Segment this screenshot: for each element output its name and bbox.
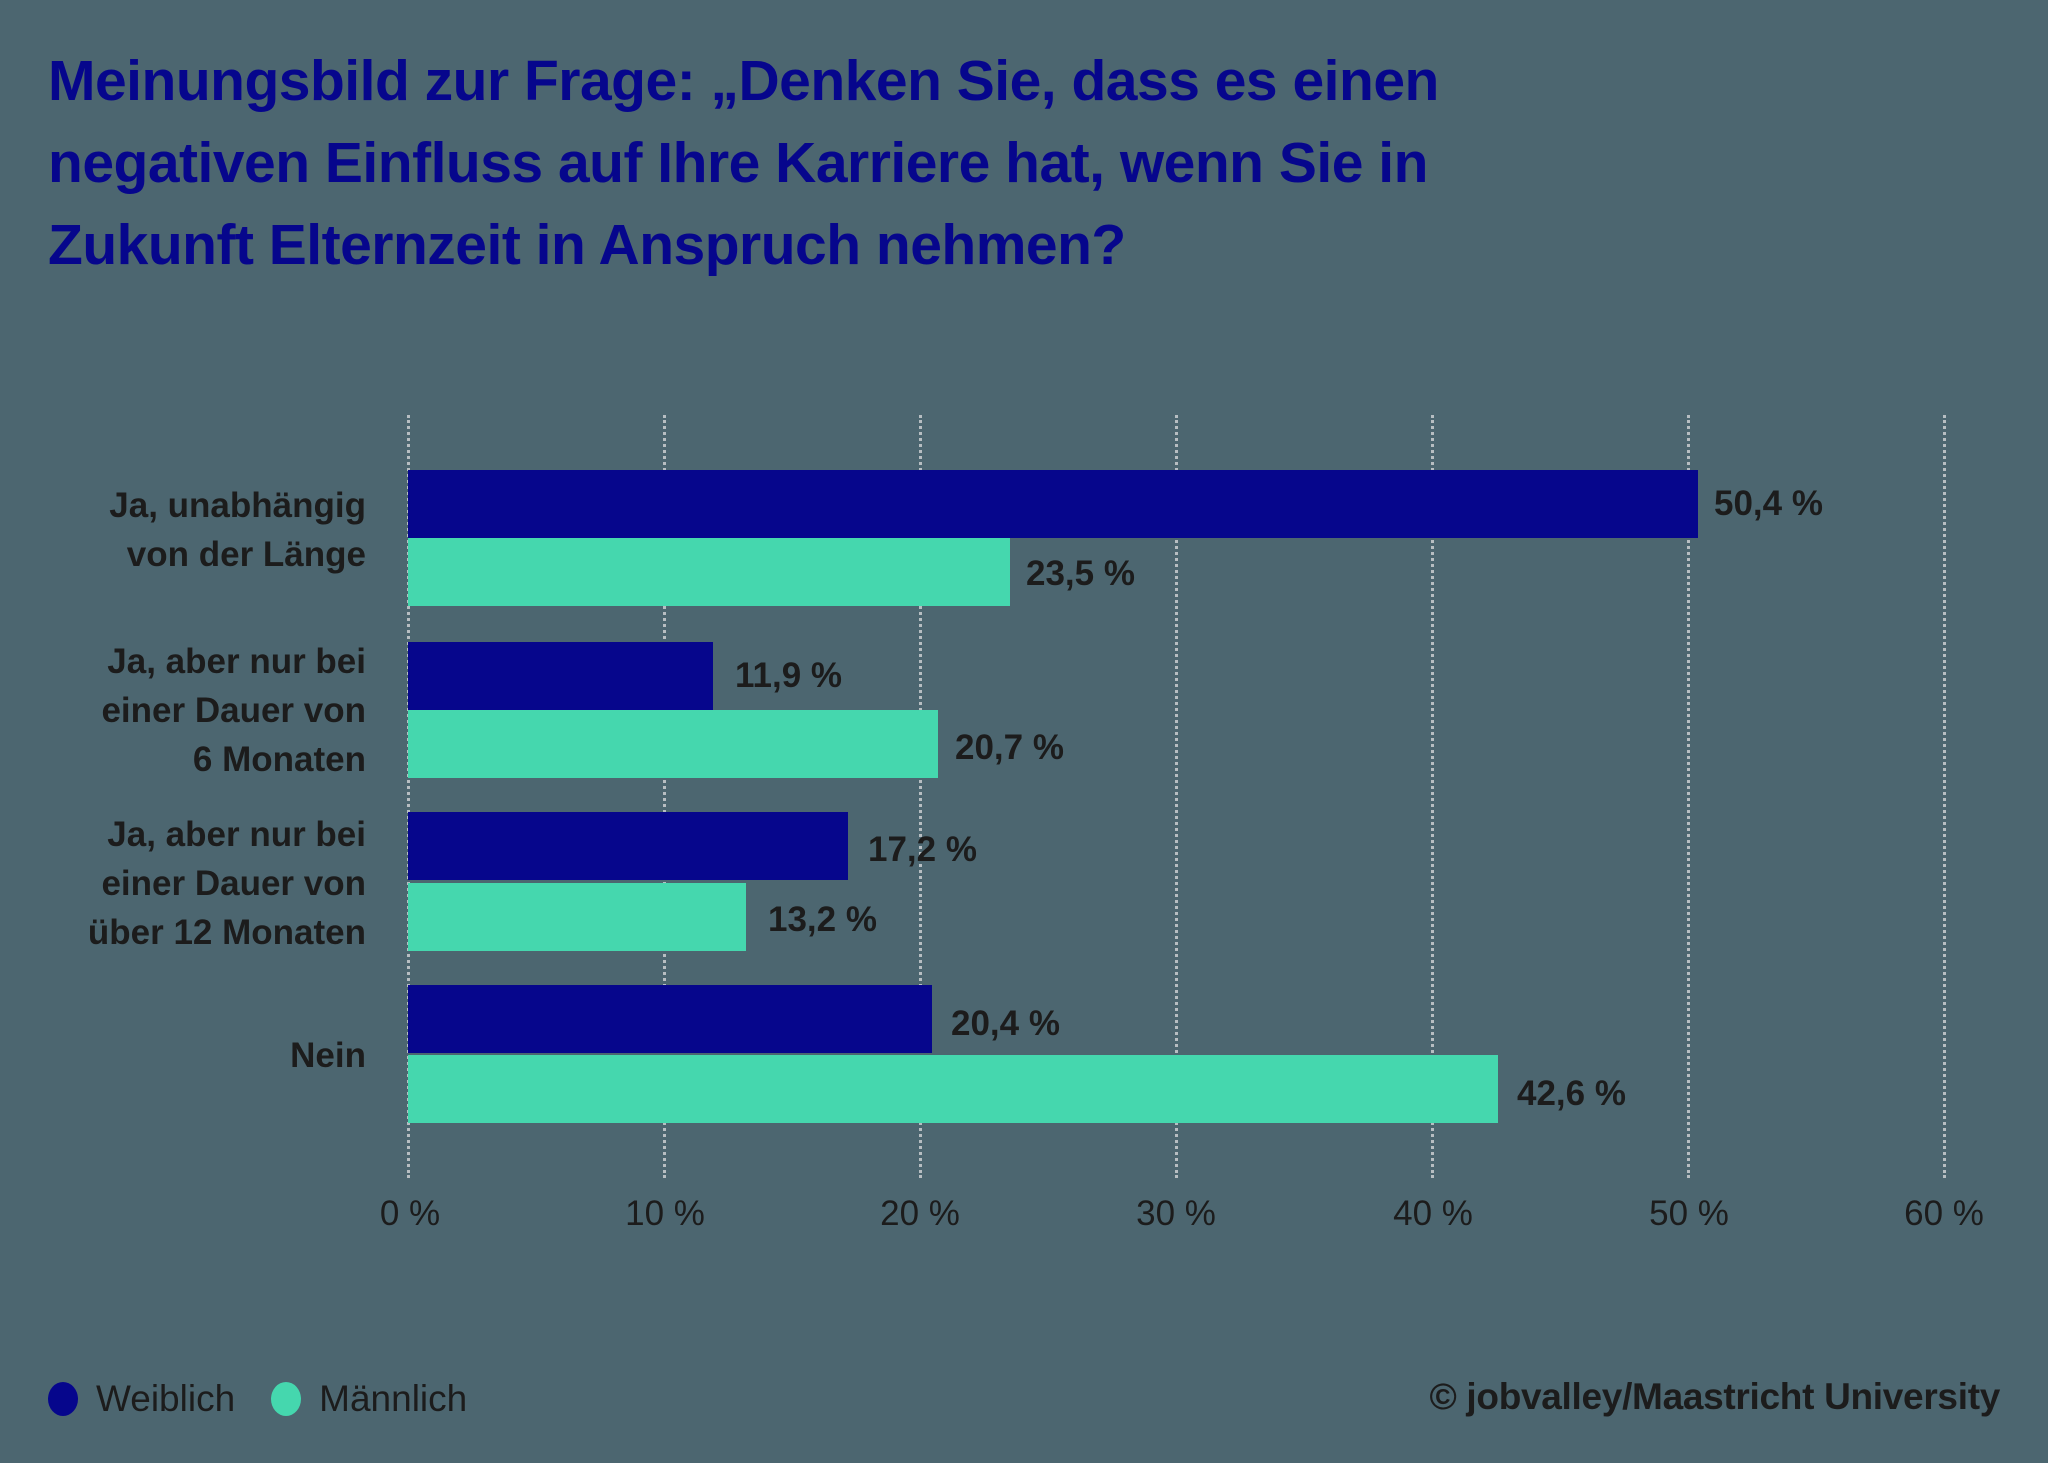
gridline-60	[1943, 415, 1946, 1178]
category-label-line: von der Länge	[126, 535, 366, 574]
category-label: Ja, aber nur bei einer Dauer von 6 Monat…	[101, 637, 366, 784]
bar-value-label: 23,5 %	[1026, 554, 1135, 593]
category-label-line: Ja, aber nur bei	[107, 642, 366, 681]
gridline-30	[1175, 415, 1178, 1178]
bar-maennlich	[408, 538, 1010, 606]
bar-value-label: 11,9 %	[735, 656, 843, 695]
category-label-line: Ja, aber nur bei	[107, 815, 366, 854]
bar-value-label: 20,4 %	[951, 1004, 1060, 1043]
bar-weiblich	[408, 642, 713, 710]
x-tick-label: 40 %	[1393, 1194, 1473, 1233]
category-label: Nein	[290, 1031, 366, 1080]
bar-weiblich	[408, 985, 932, 1053]
bar-value-label: 42,6 %	[1517, 1074, 1626, 1113]
category-label: Ja, aber nur bei einer Dauer von über 12…	[88, 810, 366, 957]
x-tick-label: 10 %	[625, 1194, 705, 1233]
bar-value-label: 17,2 %	[868, 830, 977, 869]
gridline-20	[919, 415, 922, 1178]
legend: Weiblich Männlich	[48, 1378, 503, 1420]
gridline-40	[1431, 415, 1434, 1178]
bar-maennlich	[408, 1055, 1498, 1123]
legend-label: Weiblich	[96, 1378, 236, 1419]
category-label-line: Ja, unabhängig	[109, 486, 366, 525]
category-label: Ja, unabhängig von der Länge	[109, 481, 366, 579]
chart-title-line: negativen Einfluss auf Ihre Karriere hat…	[48, 131, 1428, 195]
chart-title-line: Zukunft Elternzeit in Anspruch nehmen?	[48, 213, 1126, 277]
bar-value-label: 20,7 %	[955, 728, 1064, 767]
category-label-line: 6 Monaten	[192, 740, 366, 779]
legend-item-maennlich: Männlich	[271, 1378, 467, 1420]
x-tick-label: 60 %	[1904, 1194, 1984, 1233]
bar-value-label: 13,2 %	[768, 900, 877, 939]
legend-dot-icon	[271, 1382, 302, 1416]
source-credit: © jobvalley/Maastricht University	[1429, 1376, 2000, 1417]
gridline-50	[1687, 415, 1690, 1178]
bar-weiblich	[408, 470, 1698, 538]
x-tick-label: 50 %	[1649, 1194, 1729, 1233]
legend-label: Männlich	[319, 1378, 468, 1419]
category-label-line: einer Dauer von	[101, 864, 366, 903]
x-tick-label: 30 %	[1136, 1194, 1216, 1233]
gridline-10	[663, 415, 666, 1178]
bar-value-label: 50,4 %	[1714, 484, 1823, 523]
bar-weiblich	[408, 812, 848, 880]
category-label-line: über 12 Monaten	[87, 913, 366, 952]
category-label-line: Nein	[290, 1036, 366, 1075]
bar-maennlich	[408, 710, 938, 778]
x-tick-label: 0 %	[379, 1194, 441, 1233]
chart-title-line: Meinungsbild zur Frage: „Denken Sie, das…	[48, 49, 1439, 113]
bar-maennlich	[408, 883, 746, 951]
legend-item-weiblich: Weiblich	[48, 1378, 235, 1420]
legend-dot-icon	[48, 1382, 78, 1416]
category-label-line: einer Dauer von	[101, 691, 366, 730]
x-tick-label: 20 %	[880, 1194, 960, 1233]
gridline-0	[407, 415, 410, 1178]
chart-title: Meinungsbild zur Frage: „Denken Sie, das…	[48, 40, 1748, 286]
